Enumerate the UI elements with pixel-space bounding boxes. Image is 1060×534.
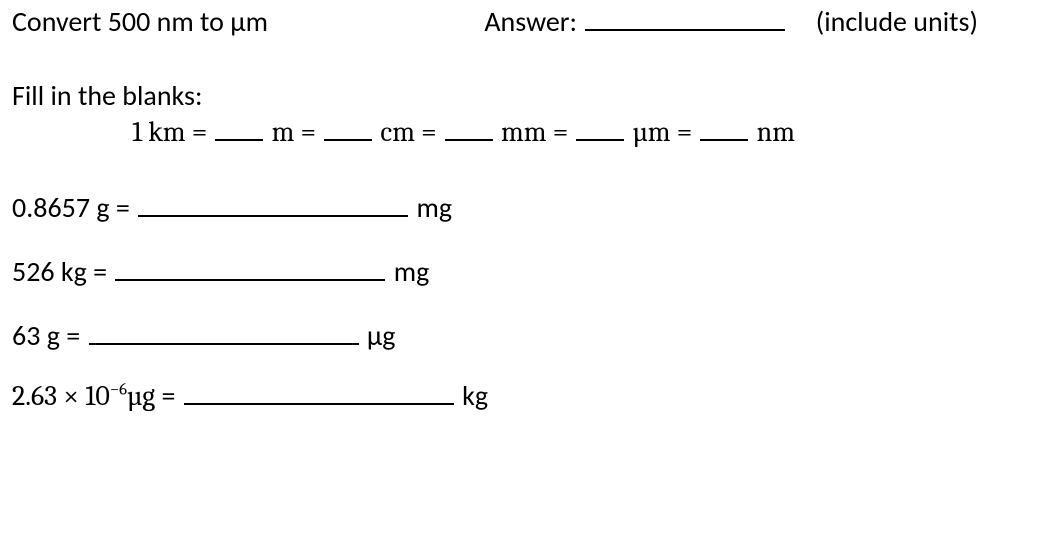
q2-chain: 1 km = m = cm = mm = µm = nm [12, 118, 1048, 146]
unit-um: µm [633, 116, 671, 148]
worksheet-page: Convert 500 nm to µm Answer: (include un… [0, 0, 1060, 410]
q2-blank-mm[interactable] [445, 124, 493, 141]
q6-lhs-unit: µg [127, 380, 155, 412]
q3-blank[interactable] [138, 200, 408, 217]
q6-base: 10 [85, 380, 110, 412]
q5-blank[interactable] [89, 328, 359, 345]
q4-line: 526 kg = mg [12, 258, 1048, 286]
eq: = [553, 116, 569, 148]
times-symbol: × [63, 380, 79, 412]
eq: = [301, 116, 317, 148]
q5-lhs: 63 g [12, 318, 60, 353]
eq: = [66, 318, 80, 353]
q5-unit: µg [367, 318, 396, 353]
q6-coeff: 2.63 [12, 380, 57, 412]
unit-cm: cm [380, 116, 415, 148]
q4-unit: mg [394, 254, 430, 289]
unit-m: m [272, 116, 295, 148]
q2-blank-nm[interactable] [700, 124, 748, 141]
units-note: (include units) [816, 8, 978, 36]
q1-line: Convert 500 nm to µm Answer: (include un… [12, 8, 1048, 36]
eq: = [93, 254, 107, 289]
q6-unit: kg [462, 378, 488, 413]
q2-blank-um[interactable] [576, 124, 624, 141]
q3-line: 0.8657 g = mg [12, 194, 1048, 222]
unit-mm: mm [501, 116, 547, 148]
unit-nm: nm [757, 116, 795, 148]
q2-lead: 1 km [132, 116, 186, 148]
q6-blank[interactable] [184, 388, 454, 405]
q6-line: 2.63 × 10−6µg = kg [12, 382, 1048, 410]
q4-lhs: 526 kg [12, 254, 87, 289]
q2-blank-cm[interactable] [324, 124, 372, 141]
q1-answer-blank[interactable] [585, 14, 785, 31]
q3-unit: mg [417, 190, 453, 225]
q2-blank-m[interactable] [215, 124, 263, 141]
eq: = [421, 116, 437, 148]
answer-label: Answer: [484, 8, 577, 36]
q4-blank[interactable] [115, 264, 385, 281]
q1-prompt: Convert 500 nm to µm [12, 4, 268, 39]
eq: = [162, 378, 176, 413]
q2-heading: Fill in the blanks: [12, 82, 1048, 110]
eq: = [192, 116, 208, 148]
q5-line: 63 g = µg [12, 322, 1048, 350]
q6-exp: −6 [110, 381, 127, 400]
eq: = [116, 190, 130, 225]
q3-lhs: 0.8657 g [12, 190, 110, 225]
eq: = [677, 116, 693, 148]
